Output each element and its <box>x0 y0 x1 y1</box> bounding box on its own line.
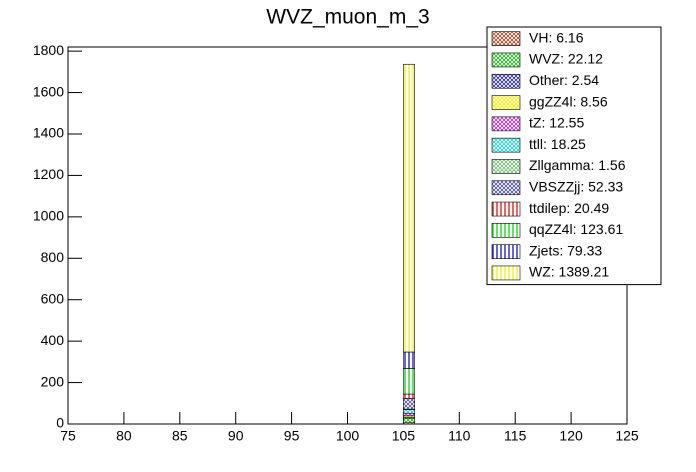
legend-swatch <box>491 52 521 68</box>
histogram-bar <box>403 393 415 399</box>
legend-label: WVZ: 22.12 <box>529 51 603 67</box>
histogram-bar <box>403 351 415 369</box>
legend-swatch <box>491 31 521 46</box>
y-tick-label: 1400 <box>33 125 64 141</box>
histogram-bar <box>403 368 415 395</box>
y-tick-label: 1000 <box>33 208 64 224</box>
legend-label: Zjets: 79.33 <box>529 242 602 258</box>
legend-label: ggZZ4l: 8.56 <box>529 93 608 109</box>
x-tick-label: 105 <box>392 428 416 444</box>
y-tick-label: 1600 <box>33 83 64 99</box>
legend-label: ttdilep: 20.49 <box>529 200 609 216</box>
legend-swatch <box>491 265 521 281</box>
x-tick-label: 85 <box>172 428 188 444</box>
x-tick-label: 110 <box>448 428 471 444</box>
y-tick-label: 800 <box>41 249 65 265</box>
x-tick-label: 80 <box>116 428 132 444</box>
x-tick-label: 115 <box>504 428 527 444</box>
legend-label: Zllgamma: 1.56 <box>529 157 626 173</box>
legend-label: VBSZZjj: 52.33 <box>529 178 623 194</box>
legend-label: Other: 2.54 <box>529 72 599 88</box>
y-tick-label: 1200 <box>33 166 64 182</box>
x-tick-label: 75 <box>60 428 76 444</box>
x-tick-label: 100 <box>336 428 360 444</box>
legend-swatch <box>491 116 521 132</box>
x-tick-label: 120 <box>559 428 583 444</box>
histogram-bar <box>403 417 415 424</box>
y-tick-label: 600 <box>41 290 65 306</box>
y-tick-label: 400 <box>41 332 65 348</box>
legend-swatch <box>491 73 521 89</box>
legend-swatch <box>491 159 521 174</box>
legend-swatch <box>491 95 521 110</box>
histogram-bar <box>403 397 415 410</box>
y-tick-label: 0 <box>56 415 64 431</box>
histogram-bar <box>403 63 415 353</box>
legend-swatch <box>491 223 521 238</box>
legend-swatch <box>491 201 521 217</box>
legend-label: qqZZ4l: 123.61 <box>529 221 623 237</box>
y-tick-label: 1800 <box>33 42 64 58</box>
x-tick-label: 125 <box>615 428 639 444</box>
legend-swatch <box>491 137 521 153</box>
legend-swatch <box>491 180 521 196</box>
chart-title: WVZ_muon_m_3 <box>266 6 429 29</box>
legend-label: ttll: 18.25 <box>529 136 586 152</box>
legend-box <box>486 26 662 286</box>
histogram-bar <box>403 412 415 417</box>
legend-label: WZ: 1389.21 <box>529 264 609 280</box>
legend-swatch <box>491 244 521 259</box>
y-tick-label: 200 <box>41 373 65 389</box>
x-tick-label: 95 <box>284 428 300 444</box>
legend-label: tZ: 12.55 <box>529 115 584 131</box>
legend-label: VH: 6.16 <box>529 29 584 45</box>
histogram-bar <box>403 409 415 414</box>
x-tick-label: 90 <box>228 428 244 444</box>
